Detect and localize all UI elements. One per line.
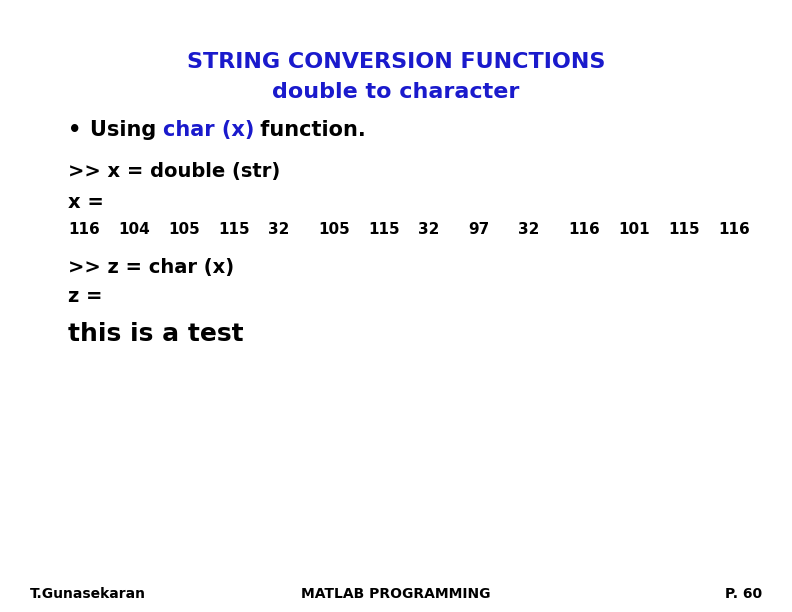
Text: P. 60: P. 60 — [725, 587, 762, 601]
Text: 116: 116 — [718, 222, 750, 236]
Text: STRING CONVERSION FUNCTIONS: STRING CONVERSION FUNCTIONS — [187, 52, 605, 72]
Text: x =: x = — [68, 193, 104, 212]
Text: 101: 101 — [618, 222, 649, 236]
Text: 115: 115 — [668, 222, 699, 236]
Text: 116: 116 — [68, 222, 100, 236]
Text: 115: 115 — [218, 222, 249, 236]
Text: •: • — [68, 120, 82, 140]
Text: >> x = double (str): >> x = double (str) — [68, 163, 280, 182]
Text: 104: 104 — [118, 222, 150, 236]
Text: T.Gunasekaran: T.Gunasekaran — [30, 587, 146, 601]
Text: this is a test: this is a test — [68, 322, 244, 346]
Text: >> z = char (x): >> z = char (x) — [68, 258, 234, 277]
Text: MATLAB PROGRAMMING: MATLAB PROGRAMMING — [301, 587, 491, 601]
Text: function.: function. — [253, 120, 366, 140]
Text: double to character: double to character — [272, 82, 520, 102]
Text: 105: 105 — [168, 222, 200, 236]
Text: 32: 32 — [268, 222, 289, 236]
Text: 32: 32 — [418, 222, 440, 236]
Text: 97: 97 — [468, 222, 489, 236]
Text: Using: Using — [90, 120, 163, 140]
Text: 115: 115 — [368, 222, 400, 236]
Text: char (x): char (x) — [163, 120, 254, 140]
Text: 32: 32 — [518, 222, 539, 236]
Text: z =: z = — [68, 288, 102, 307]
Text: 116: 116 — [568, 222, 600, 236]
Text: 105: 105 — [318, 222, 350, 236]
